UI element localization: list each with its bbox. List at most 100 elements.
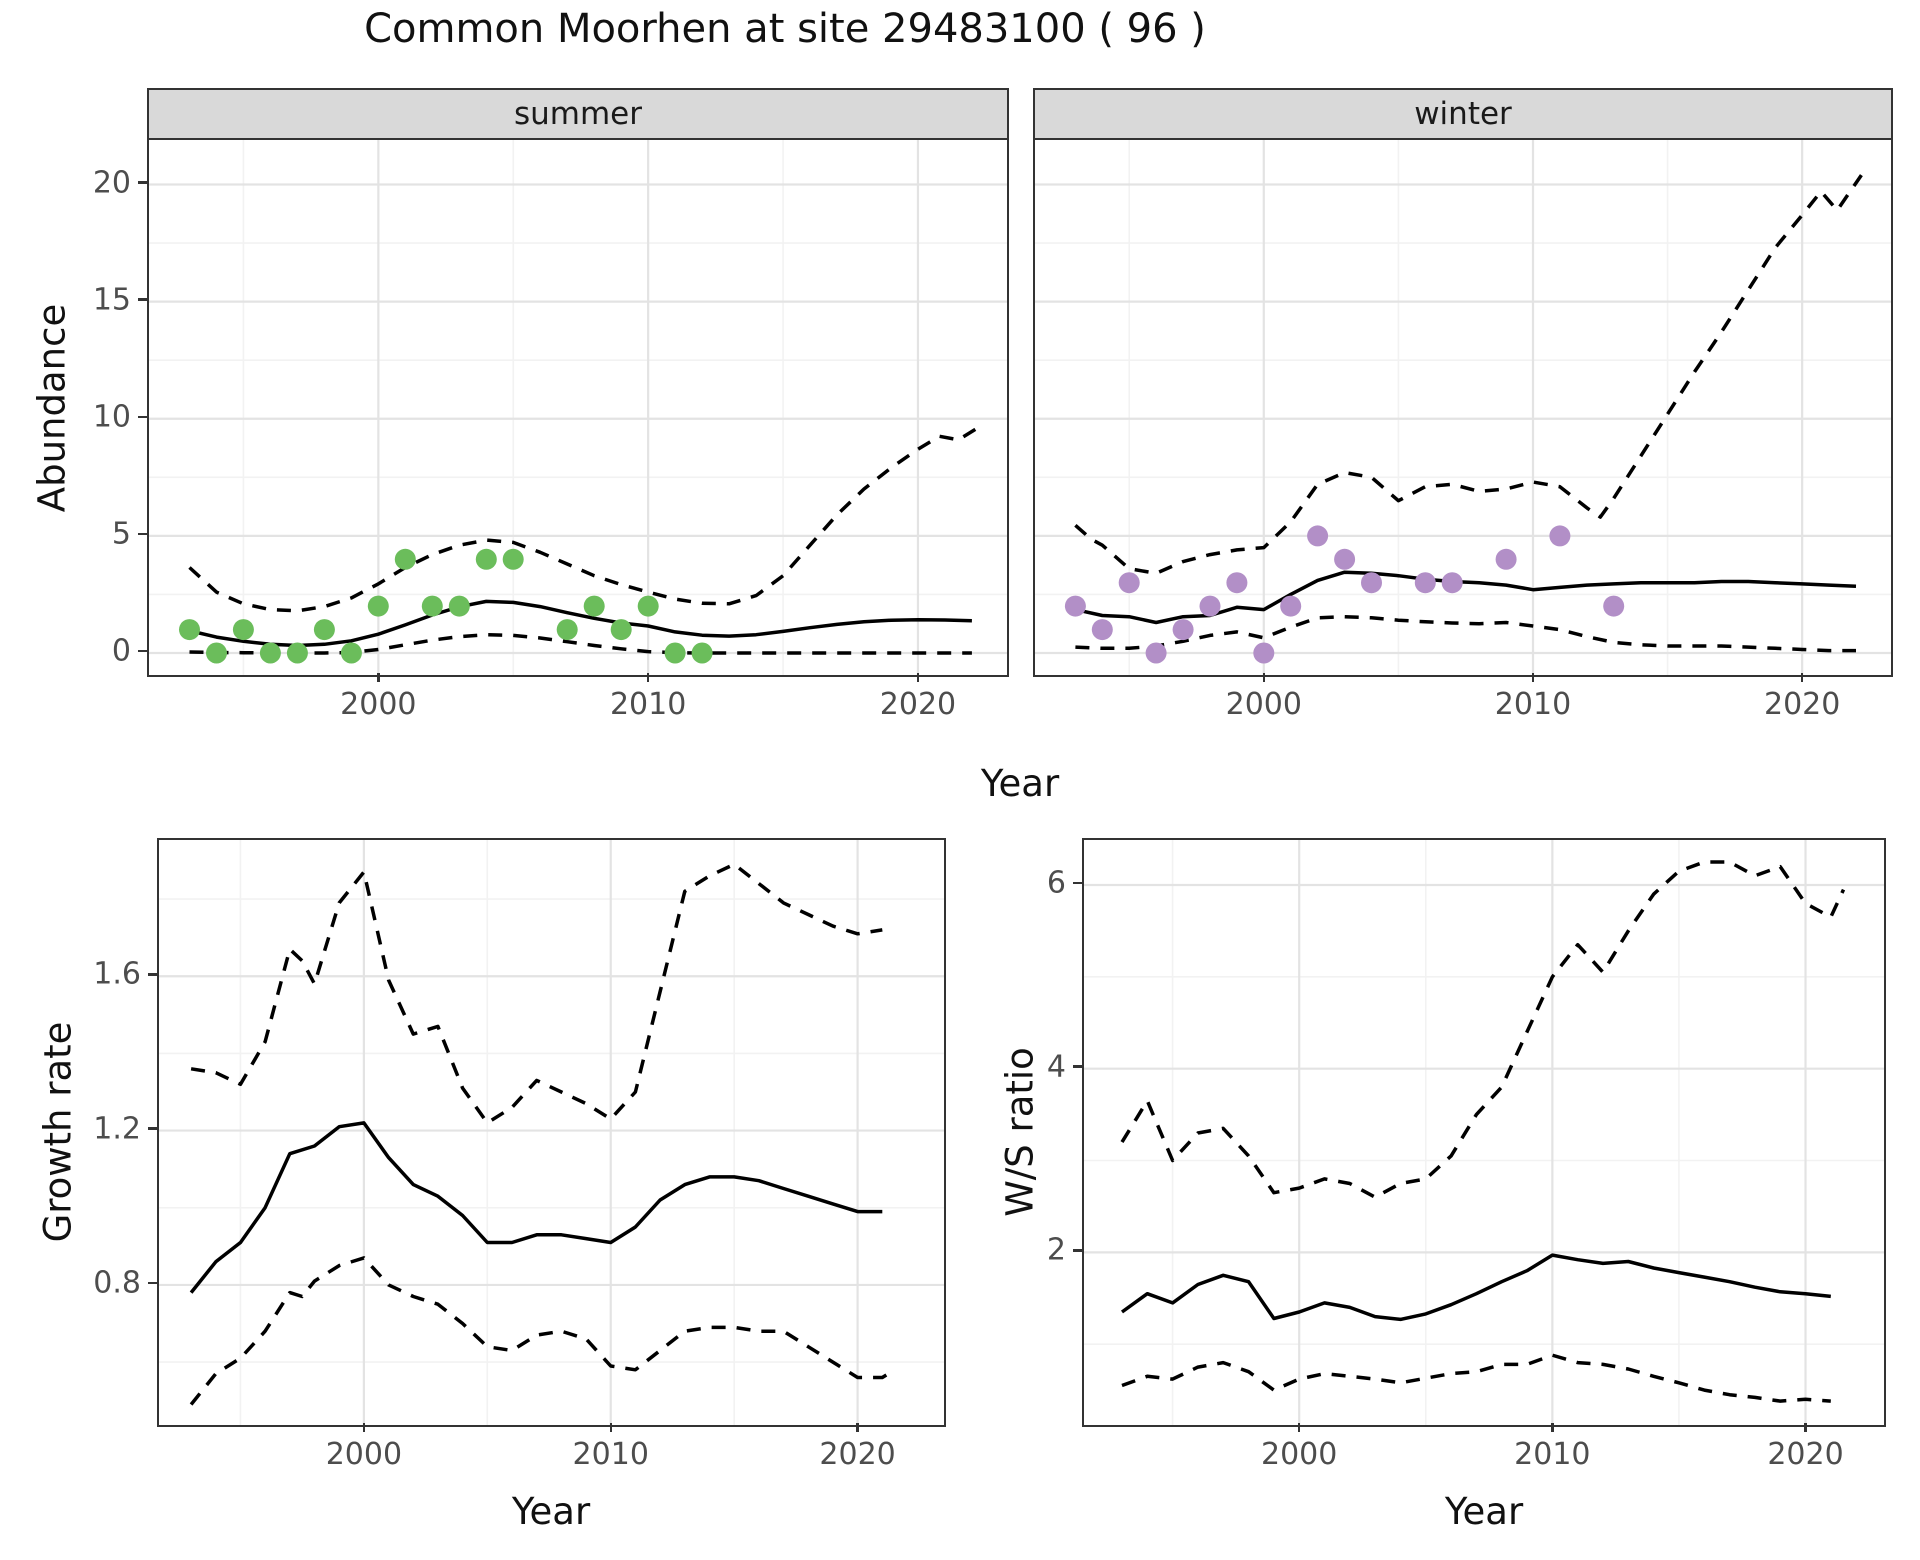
facet-strip-summer-label: summer <box>513 96 642 132</box>
abundance-summer-data-point <box>232 619 254 641</box>
y-axis-title-growth: Growth rate <box>36 1021 80 1243</box>
abundance-winter-data-point <box>1441 572 1463 594</box>
abundance-winter-data-point <box>1414 572 1436 594</box>
abundance-winter-data-point <box>1118 572 1140 594</box>
x-tick-label: 2000 <box>325 1437 403 1472</box>
x-tick-mark <box>1297 1423 1301 1432</box>
y-tick-label: 15 <box>92 282 131 318</box>
y-tick-label: 10 <box>92 399 131 435</box>
plot-title: Common Moorhen at site 29483100 ( 96 ) <box>364 6 1206 52</box>
abundance-summer-mean-line <box>189 599 972 648</box>
abundance-summer-data-point <box>313 619 335 641</box>
y-axis-title-ws: W/S ratio <box>998 1047 1042 1217</box>
abundance-summer-data-point <box>583 595 605 617</box>
y-tick-label: 20 <box>92 165 131 200</box>
abundance-winter-upper-ci-line <box>1074 174 1863 576</box>
abundance-winter-lower-ci-line <box>1075 614 1856 653</box>
y-tick-label: 0 <box>111 633 131 669</box>
growth-rate-lower-ci-line <box>189 1256 896 1406</box>
x-tick-mark <box>1800 673 1804 682</box>
y-tick-mark <box>138 649 147 653</box>
abundance-winter-data-point <box>1253 642 1275 664</box>
x-tick-mark <box>377 673 380 682</box>
ws-ratio-lower-ci-line <box>1121 1353 1831 1403</box>
y-tick-label: 1.2 <box>93 1111 141 1147</box>
x-tick-label: 2020 <box>819 1437 896 1472</box>
y-tick-label: 0.8 <box>93 1265 141 1301</box>
abundance-winter-mean-line <box>1075 570 1857 625</box>
y-tick-label: 5 <box>111 516 131 552</box>
abundance-summer-lower-ci-line <box>189 632 972 655</box>
y-tick-mark <box>1073 1065 1082 1068</box>
abundance-summer-data-point <box>475 548 497 570</box>
x-tick-mark <box>1804 1423 1807 1432</box>
y-tick-label: 2 <box>1046 1232 1066 1268</box>
facet-strip-summer: summer <box>147 88 1009 140</box>
abundance-winter-data-point <box>1172 619 1194 641</box>
panel-abundance-summer: 2000 2010 2020 0 5 10 15 20 <box>93 138 1009 722</box>
x-tick-label: 2000 <box>1261 1437 1338 1472</box>
abundance-summer-data-point <box>664 642 686 664</box>
y-tick-mark <box>1073 1249 1082 1252</box>
x-tick-mark <box>646 673 650 682</box>
panel-growth-rate: 2000 2010 2020 0.8 1.2 1.6 <box>93 838 946 1472</box>
ws-ratio-upper-ci-line <box>1120 860 1846 1199</box>
ws-ratio-plot-area <box>1084 840 1884 1425</box>
abundance-winter-data-point <box>1549 525 1571 547</box>
x-tick-mark <box>1262 673 1266 682</box>
y-tick-label: 4 <box>1046 1049 1066 1085</box>
abundance-winter-data-point <box>1307 525 1329 547</box>
x-tick-label: 2010 <box>609 687 687 722</box>
abundance-winter-data-point <box>1199 595 1221 617</box>
abundance-winter-data-point <box>1145 642 1167 664</box>
growth-rate-upper-ci-line <box>190 862 883 1125</box>
x-axis-title-top: Year <box>980 762 1060 805</box>
x-tick-mark <box>1551 1423 1554 1432</box>
growth-rate-mean-line <box>189 1121 883 1294</box>
abundance-winter-data-point <box>1280 595 1302 617</box>
abundance-summer-data-point <box>637 595 659 617</box>
x-axis-title-ws: Year <box>1444 1490 1524 1533</box>
abundance-summer-data-point <box>448 595 470 617</box>
y-tick-mark <box>148 973 157 976</box>
y-tick-mark <box>148 1127 157 1130</box>
abundance-summer-plot-area <box>149 140 1007 675</box>
y-tick-mark <box>1073 881 1082 885</box>
abundance-summer-data-point <box>421 595 443 617</box>
x-tick-mark <box>609 1423 613 1432</box>
x-tick-label: 2010 <box>1514 1437 1591 1472</box>
x-tick-label: 2000 <box>340 687 417 722</box>
x-tick-label: 2010 <box>1494 687 1572 722</box>
x-tick-mark <box>362 1423 366 1432</box>
abundance-winter-data-point <box>1064 595 1086 617</box>
y-tick-label: 6 <box>1046 865 1066 901</box>
facet-strip-winter: winter <box>1033 88 1893 140</box>
x-tick-label: 2000 <box>1225 687 1302 722</box>
x-axis-title-growth: Year <box>511 1490 591 1533</box>
abundance-winter-data-point <box>1091 619 1113 641</box>
y-tick-mark <box>148 1281 157 1285</box>
abundance-winter-data-point <box>1226 572 1248 594</box>
y-axis-title-abundance: Abundance <box>30 303 74 513</box>
abundance-summer-data-point <box>556 619 578 641</box>
abundance-summer-upper-ci-line <box>188 426 979 613</box>
x-tick-mark <box>1531 673 1535 682</box>
abundance-summer-data-point <box>179 619 200 641</box>
abundance-summer-data-point <box>394 548 416 570</box>
abundance-summer-data-point <box>367 595 389 617</box>
x-tick-label: 2020 <box>1767 1437 1844 1472</box>
abundance-winter-data-point <box>1361 572 1382 594</box>
abundance-summer-data-point <box>286 642 308 664</box>
y-tick-mark <box>138 532 147 536</box>
x-tick-label: 2020 <box>1763 687 1841 722</box>
abundance-winter-plot-area <box>1035 140 1891 675</box>
x-tick-label: 2010 <box>572 1437 649 1472</box>
ws-ratio-mean-line <box>1120 1253 1831 1322</box>
y-tick-label: 1.6 <box>93 956 141 992</box>
abundance-summer-data-point <box>502 548 524 570</box>
abundance-summer-data-point <box>610 619 632 641</box>
abundance-winter-data-point <box>1334 548 1356 570</box>
facet-strip-winter-label: winter <box>1414 96 1512 132</box>
growth-rate-plot-area <box>159 840 944 1425</box>
